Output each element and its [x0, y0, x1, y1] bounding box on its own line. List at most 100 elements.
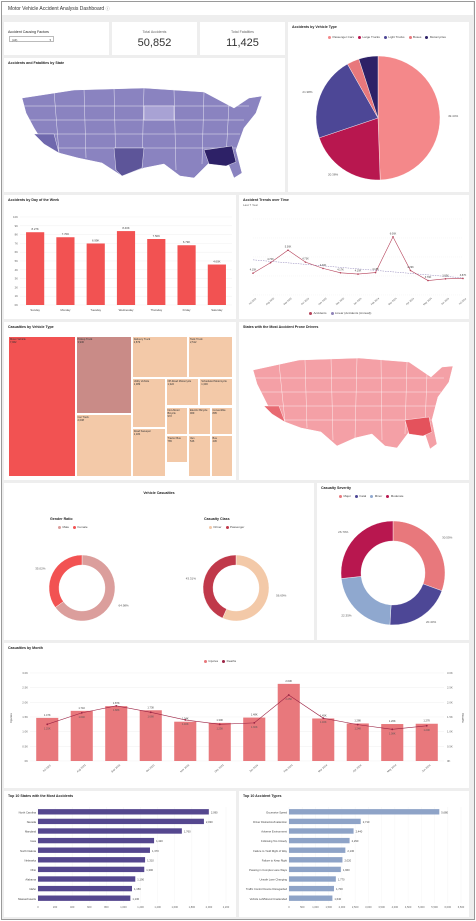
casualty-treemap[interactable]: Motor Vehicle 7,962 Pickup Truck 3,930 Deliv…	[8, 336, 233, 477]
deaths-point-label: 1.88K	[113, 709, 120, 712]
legend-swatch	[339, 494, 342, 498]
class-legend-item[interactable]: Driver	[209, 525, 222, 529]
factor-dropdown[interactable]: (All) ▾	[9, 36, 54, 42]
vehicle-type-legend-item[interactable]: Buses	[408, 35, 421, 39]
accident-type-bar-label: 1,700	[336, 887, 343, 891]
x-tick-label: 500	[300, 905, 305, 909]
x-tick-label: 200	[53, 905, 58, 909]
treemap-tile-value: 969	[190, 411, 195, 415]
legend-swatch	[222, 659, 226, 663]
vehicle-type-pie[interactable]: 49.44% 20.38% 21.98%	[288, 22, 469, 192]
treemap-tile[interactable]: Motor Vehicle 7,962	[8, 336, 76, 477]
treemap-tile[interactable]: Utility Vehicle 1,389	[131, 378, 166, 428]
severity-slice-label: 20.40%	[426, 620, 437, 624]
legend-swatch	[408, 35, 412, 39]
y-tick-label: 10K	[13, 215, 18, 219]
vehicle-type-legend-item[interactable]: Motorcycles	[425, 35, 446, 39]
legend-swatch	[358, 35, 362, 39]
treemap-tile[interactable]: Road Sweeper 1,184	[131, 427, 166, 477]
x-tick-label: Apr 2024	[352, 763, 363, 773]
treemap-tile[interactable]: Convertible 895	[210, 406, 233, 435]
y-tick-label: 6K	[15, 250, 19, 254]
y-tick-label: 2.0K	[22, 700, 28, 704]
top-states-chart[interactable]: 0 200 400 600 800 1,000 1,200 1,400 1,600 1,800 2,…	[4, 791, 236, 917]
treemap-tile[interactable]: Delivery Truck 2,879	[131, 336, 188, 379]
state-bar-label: 1,150	[134, 887, 141, 891]
x-tick-label: Wednesday	[119, 308, 134, 312]
treemap-tile[interactable]: Off-Road Motorcycle 1,322	[165, 378, 200, 407]
deaths-point	[425, 724, 428, 727]
y2-tick-label: 2.5K	[447, 686, 453, 690]
vehicle-type-legend-item[interactable]: Light Trucks	[383, 35, 405, 39]
x-tick-label: Tuesday	[90, 308, 101, 312]
treemap-tile[interactable]: Pickup Truck 3,930	[75, 336, 132, 414]
accidents-point	[252, 272, 254, 274]
class-legend-item[interactable]: Passenger	[225, 525, 244, 529]
gender-legend-item[interactable]: Female	[73, 525, 88, 529]
day-of-week-panel: Accidents by Day of the Week 0K 1K 2K 3K 4K 5…	[4, 195, 236, 319]
accidents-point	[392, 236, 394, 238]
state-bar-label: 1,130	[132, 897, 139, 901]
vehicle-casualties-donuts[interactable]: 64.98% 35.02% 56.69% 43.31%	[4, 483, 314, 640]
x-tick-label: Oct 2023	[145, 763, 156, 773]
severity-legend-item[interactable]: Fatal	[355, 494, 366, 498]
treemap-tile[interactable]: Electric Bicycle 969	[188, 406, 211, 435]
legend-swatch	[355, 494, 359, 498]
month-title: Casualties by Month	[8, 646, 43, 650]
class-slice-label: 56.69%	[276, 594, 287, 598]
treemap-tile-name: Road Sweeper	[133, 429, 151, 433]
us-map-drivers[interactable]	[239, 322, 469, 480]
severity-slice	[392, 520, 446, 592]
map-drivers-panel: States with the Most Accident Prone Driv…	[239, 322, 469, 480]
vehicle-type-legend-item[interactable]: Large Trucks	[358, 35, 380, 39]
injuries-bar	[174, 721, 197, 761]
month-legend-item[interactable]: Deaths	[222, 659, 236, 663]
top-states-title: Top 10 States with the Most Accidents	[8, 794, 74, 798]
accident-type-category-label: Adverse Environment	[261, 830, 287, 834]
treemap-tile[interactable]: Van 546	[188, 434, 211, 477]
deaths-point	[46, 723, 49, 726]
gender-legend-item[interactable]: Male	[58, 525, 69, 529]
day-of-week-chart[interactable]: 0K 1K 2K 3K 4K 5K 6K 7K 8K 9K 10K 8.27K Sunday 7.70K M…	[4, 195, 236, 319]
trend-legend-item[interactable]: Accidents	[309, 311, 327, 315]
trend-chart[interactable]: 4.15K Jul 2023 4.70K Aug 2023 5.36K Sep 2023 4…	[239, 195, 469, 319]
kpi-total-fatalities: Total Fatalities 11,425	[200, 22, 285, 55]
severity-legend-item[interactable]: Minor	[370, 494, 382, 498]
treemap-tile-value: 1,389	[133, 383, 141, 387]
severity-legend-item[interactable]: Moderate	[386, 494, 403, 498]
severity-donut[interactable]: 30.55% 20.40% 22.35% 26.70%	[317, 483, 469, 640]
month-chart[interactable]: 0K 0K 0.5K 0.5K 1.0K 1.0K 1.5K 1.5K 2.0K 2.0K 2.5K…	[4, 643, 469, 788]
treemap-tile[interactable]: Car Truck 2,008	[75, 413, 132, 477]
x-tick-label: 1,000	[120, 905, 127, 909]
vehicle-type-legend-item[interactable]: Passenger Cars	[328, 35, 354, 39]
treemap-tile[interactable]: Non-Motor Bicycle 972	[165, 406, 188, 435]
y-tick-label: 1.0K	[22, 730, 28, 734]
accidents-point	[339, 271, 342, 274]
treemap-tile[interactable]: Tractor Bus 765	[165, 434, 188, 463]
legend-swatch	[370, 494, 374, 498]
x-tick-label: Sunday	[30, 308, 40, 312]
treemap-tile[interactable]: Bus 436	[210, 434, 233, 477]
x-tick-label: Mar 2024	[388, 297, 398, 306]
kpi-accidents-label: Total Accidents	[142, 30, 167, 34]
treemap-tile[interactable]: Tank Truck 2,512	[188, 336, 233, 379]
info-icon[interactable]: ⓘ	[105, 6, 110, 11]
severity-legend-item[interactable]: Major	[339, 494, 351, 498]
x-tick-label: Monday	[60, 308, 71, 312]
us-map-accidents[interactable]	[4, 58, 285, 192]
injuries-bar-label: 2.63K	[285, 679, 292, 683]
state-category-label: Ohio	[30, 868, 36, 872]
y2-axis-label: Deaths	[461, 713, 465, 723]
factor-dropdown-value: (All)	[12, 38, 18, 42]
state-bar	[38, 876, 136, 882]
top-types-chart[interactable]: 0 500 1,000 1,500 2,000 2,500 3,000 3,500 4,000 4…	[239, 791, 469, 917]
month-legend-item[interactable]: Injuries	[204, 659, 218, 663]
trend-legend-item[interactable]: Linear (Accidents (Annual))	[330, 311, 371, 315]
legend-swatch	[309, 311, 312, 315]
x-tick-label: 800	[104, 905, 109, 909]
x-tick-label: 4,000	[392, 905, 399, 909]
treemap-tile[interactable]: Scheduled Motorcycle 1,303	[199, 378, 233, 407]
accidents-point	[287, 249, 289, 251]
deaths-point-label: 1.66K	[147, 715, 154, 718]
x-tick-label: 3,500	[378, 905, 385, 909]
